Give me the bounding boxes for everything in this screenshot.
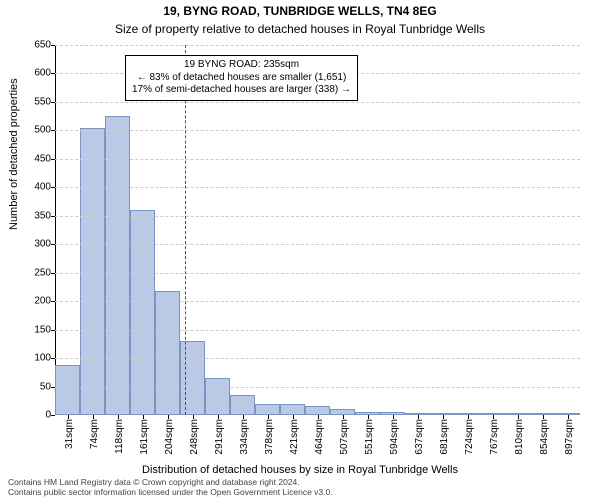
bar — [255, 404, 280, 415]
y-tick-label: 350 — [34, 210, 51, 221]
annotation-line1: 19 BYNG ROAD: 235sqm — [132, 59, 351, 72]
y-tick-mark — [51, 387, 55, 388]
grid-line — [55, 102, 580, 103]
x-tick-label: 724sqm — [464, 419, 475, 455]
x-tick-label: 161sqm — [139, 419, 150, 455]
chart-title: 19, BYNG ROAD, TUNBRIDGE WELLS, TN4 8EG — [0, 4, 600, 18]
bar — [205, 378, 230, 415]
bar — [305, 406, 330, 415]
x-tick-label: 897sqm — [564, 419, 575, 455]
x-tick-label: 378sqm — [264, 419, 275, 455]
y-tick-mark — [51, 216, 55, 217]
y-tick-label: 100 — [34, 353, 51, 364]
x-tick-label: 421sqm — [289, 419, 300, 455]
y-axis-label: Number of detached properties — [8, 78, 20, 230]
x-tick-label: 810sqm — [514, 419, 525, 455]
grid-line — [55, 187, 580, 188]
grid-line — [55, 130, 580, 131]
y-tick-label: 300 — [34, 239, 51, 250]
chart-container: 19, BYNG ROAD, TUNBRIDGE WELLS, TN4 8EG … — [0, 0, 600, 500]
footer: Contains HM Land Registry data © Crown c… — [8, 478, 333, 498]
y-tick-mark — [51, 187, 55, 188]
bar — [155, 291, 180, 415]
x-tick-label: 594sqm — [389, 419, 400, 455]
grid-line — [55, 45, 580, 46]
y-tick-mark — [51, 130, 55, 131]
x-tick-label: 464sqm — [314, 419, 325, 455]
bar — [180, 341, 205, 415]
y-tick-mark — [51, 358, 55, 359]
bar — [55, 365, 80, 415]
grid-line — [55, 358, 580, 359]
y-tick-label: 650 — [34, 40, 51, 51]
grid-line — [55, 216, 580, 217]
grid-line — [55, 244, 580, 245]
y-tick-label: 450 — [34, 153, 51, 164]
y-tick-label: 600 — [34, 68, 51, 79]
bar — [230, 395, 255, 415]
x-tick-label: 637sqm — [414, 419, 425, 455]
x-tick-label: 681sqm — [439, 419, 450, 455]
bar — [105, 116, 130, 415]
x-tick-label: 248sqm — [189, 419, 200, 455]
y-tick-label: 400 — [34, 182, 51, 193]
x-tick-label: 31sqm — [64, 419, 75, 449]
y-tick-mark — [51, 102, 55, 103]
y-tick-mark — [51, 301, 55, 302]
reference-line — [185, 45, 186, 415]
bar — [80, 128, 105, 415]
y-tick-mark — [51, 45, 55, 46]
y-tick-label: 500 — [34, 125, 51, 136]
y-tick-mark — [51, 330, 55, 331]
y-tick-label: 200 — [34, 296, 51, 307]
annotation-box: 19 BYNG ROAD: 235sqm ← 83% of detached h… — [125, 55, 358, 101]
grid-line — [55, 301, 580, 302]
x-tick-label: 334sqm — [239, 419, 250, 455]
y-tick-label: 150 — [34, 324, 51, 335]
x-tick-label: 118sqm — [114, 419, 125, 454]
plot-area: 050100150200250300350400450500550600650 … — [55, 45, 580, 415]
y-tick-mark — [51, 73, 55, 74]
x-tick-label: 74sqm — [89, 419, 100, 449]
x-tick-label: 507sqm — [339, 419, 350, 455]
y-tick-mark — [51, 273, 55, 274]
y-tick-label: 50 — [40, 381, 51, 392]
annotation-line2: ← 83% of detached houses are smaller (1,… — [132, 72, 351, 85]
x-tick-label: 854sqm — [539, 419, 550, 455]
grid-line — [55, 330, 580, 331]
bar — [130, 210, 155, 415]
y-tick-mark — [51, 244, 55, 245]
grid-line — [55, 159, 580, 160]
y-tick-mark — [51, 415, 55, 416]
footer-line2: Contains public sector information licen… — [8, 488, 333, 498]
grid-line — [55, 387, 580, 388]
x-tick-label: 551sqm — [364, 419, 375, 455]
bars-layer — [55, 45, 580, 415]
chart-subtitle: Size of property relative to detached ho… — [0, 22, 600, 36]
x-axis-label: Distribution of detached houses by size … — [0, 464, 600, 476]
annotation-line3: 17% of semi-detached houses are larger (… — [132, 84, 351, 97]
x-tick-label: 291sqm — [214, 419, 225, 455]
x-tick-label: 204sqm — [164, 419, 175, 455]
bar — [280, 404, 305, 415]
y-tick-label: 550 — [34, 96, 51, 107]
y-tick-label: 250 — [34, 267, 51, 278]
y-tick-mark — [51, 159, 55, 160]
grid-line — [55, 273, 580, 274]
x-tick-label: 767sqm — [489, 419, 500, 455]
